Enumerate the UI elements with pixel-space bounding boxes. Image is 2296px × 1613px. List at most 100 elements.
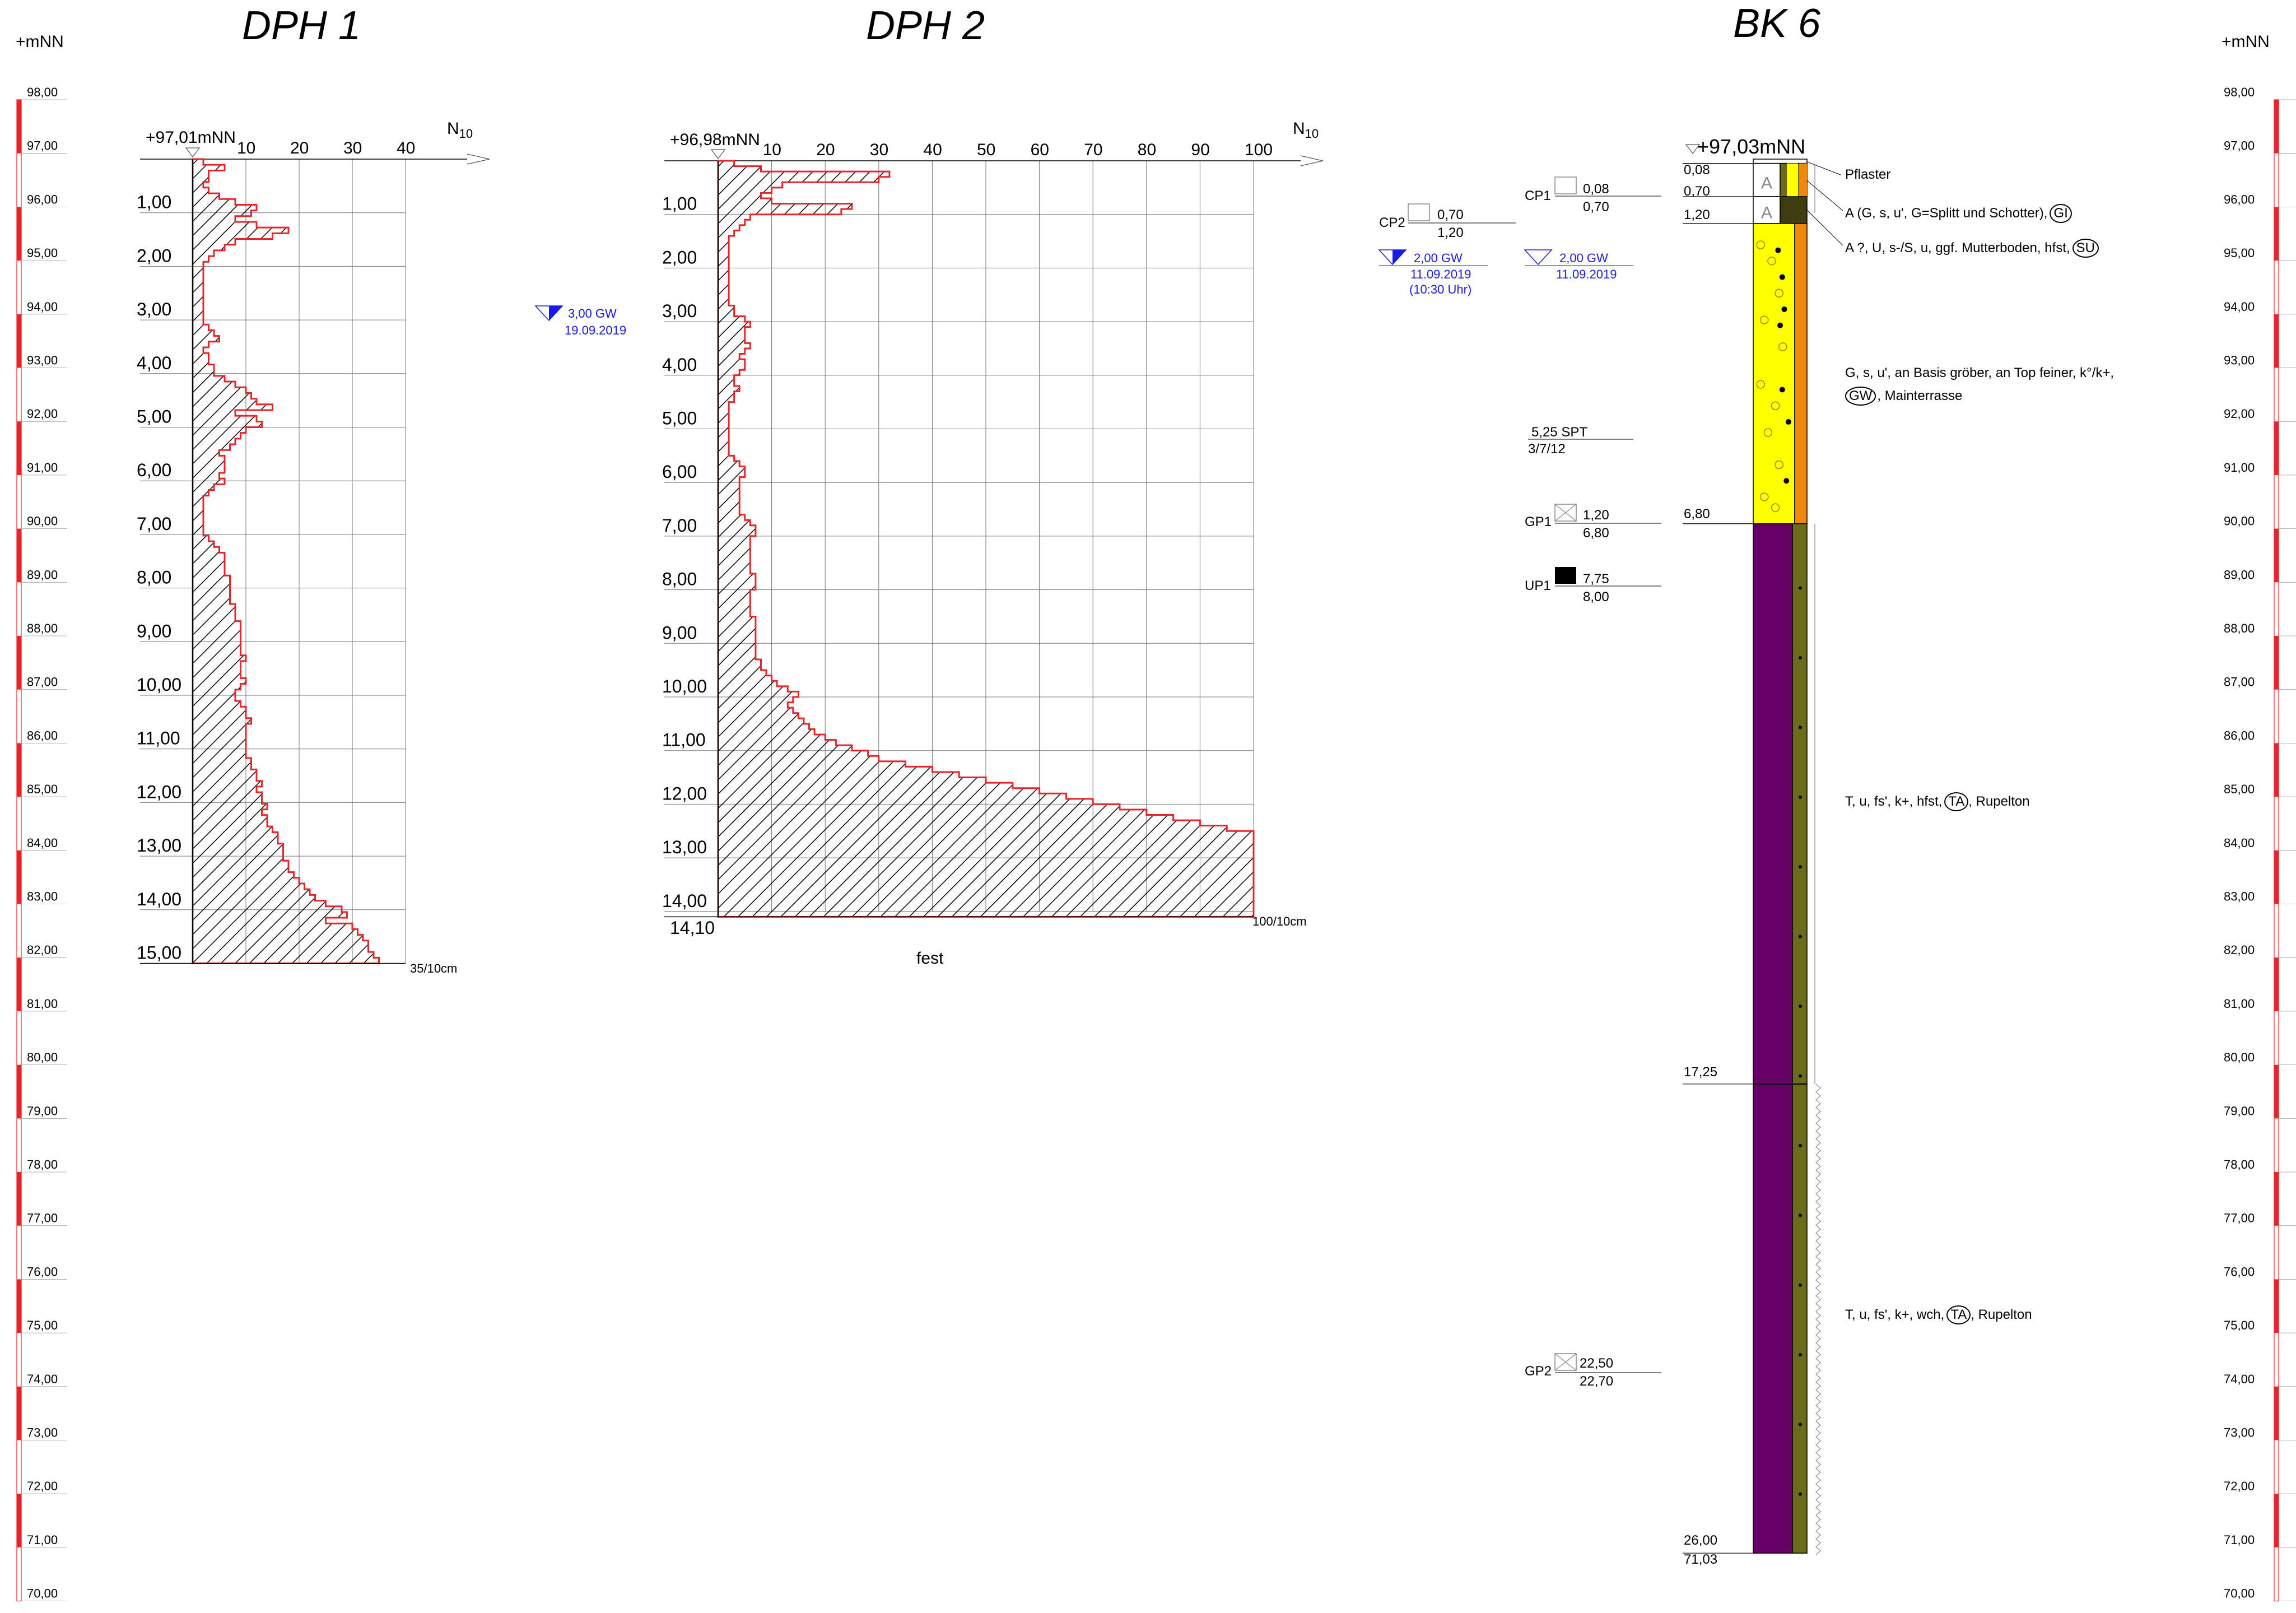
right-elevation-tick: 90,00 bbox=[2224, 514, 2255, 528]
left-elevation-tick: 90,00 bbox=[27, 514, 58, 528]
g-dph1-depth-tick: 12,00 bbox=[137, 782, 181, 802]
layer-depth-0: 0,08 bbox=[1684, 162, 1710, 178]
desc-layer-ta-2: T, u, fs', k+, wch, TA, Rupelton bbox=[1845, 1305, 2032, 1324]
bk6-fill-orange-1 bbox=[1799, 163, 1807, 197]
right-elevation-tick: 84,00 bbox=[2224, 836, 2255, 850]
left-elevation-tick: 84,00 bbox=[27, 836, 58, 850]
dph1-gw-level: 3,00 GW bbox=[568, 306, 617, 320]
right-scale-segment bbox=[2274, 1065, 2279, 1119]
bk6-leader-gi bbox=[1806, 180, 1843, 211]
right-scale-segment bbox=[2274, 957, 2279, 1011]
bottom-elevation: 71,03 bbox=[1684, 1552, 1718, 1567]
right-elevation-tick: 71,00 bbox=[2224, 1533, 2255, 1547]
g-dph2-hatched-profile bbox=[718, 161, 1254, 917]
sample-gp2-box-x2 bbox=[1554, 1353, 1577, 1371]
bk6-clay-dot bbox=[1799, 865, 1802, 869]
bk6-top-elevation: +97,03mNN bbox=[1697, 135, 1806, 158]
right-elevation-tick: 97,00 bbox=[2224, 139, 2255, 153]
left-scale-segment bbox=[17, 421, 21, 475]
dph2-axis-label: N10 bbox=[1293, 119, 1319, 141]
g-dph1-depth-tick: 13,00 bbox=[137, 835, 181, 856]
right-elevation-tick: 91,00 bbox=[2224, 461, 2255, 475]
right-elevation-tick: 88,00 bbox=[2224, 621, 2255, 635]
right-elevation-tick: 98,00 bbox=[2224, 85, 2255, 99]
right-elevation-tick: 93,00 bbox=[2224, 354, 2255, 368]
dph2-title: DPH 2 bbox=[866, 3, 985, 48]
bk6-clay-dot bbox=[1799, 1143, 1802, 1147]
g-dph2-axis-arrow bbox=[1300, 155, 1324, 166]
dph1-gw-fill bbox=[549, 306, 562, 320]
dph1-top-elevation: +97,01mNN bbox=[146, 128, 236, 147]
sample-cp2-name: CP2 bbox=[1379, 215, 1405, 230]
g-dph1-depth-tick: 14,00 bbox=[137, 889, 181, 909]
g-dph2-x-tick: 100 bbox=[1245, 141, 1273, 159]
bk6-clay-dot bbox=[1799, 1353, 1802, 1357]
left-elevation-tick: 76,00 bbox=[27, 1265, 58, 1279]
gw-cp1-marker bbox=[1524, 249, 1553, 266]
left-elevation-tick: 88,00 bbox=[27, 621, 58, 635]
sample-gp2-to: 22,70 bbox=[1580, 1374, 1614, 1389]
left-elevation-tick: 78,00 bbox=[27, 1158, 58, 1172]
bk6-clay-dot bbox=[1799, 795, 1802, 799]
sample-gp1-box-x2 bbox=[1554, 504, 1577, 522]
g-dph1-depth-tick: 3,00 bbox=[137, 299, 171, 319]
bk6-clay-dot bbox=[1799, 656, 1802, 660]
sample-gp1-to: 6,80 bbox=[1583, 526, 1609, 541]
g-dph1-depth-tick: 11,00 bbox=[137, 728, 180, 749]
left-elevation-tick: 94,00 bbox=[27, 300, 58, 314]
left-scale-segment bbox=[17, 1279, 21, 1333]
left-elevation-tick: 91,00 bbox=[27, 461, 58, 475]
right-scale-segment bbox=[2274, 1494, 2279, 1547]
bk6-gravel-dot bbox=[1783, 478, 1790, 484]
desc-layer-gw-1: G, s, u', an Basis gröber, an Top feiner… bbox=[1845, 365, 2114, 380]
right-elevation-tick: 72,00 bbox=[2224, 1479, 2255, 1493]
left-elevation-tick: 92,00 bbox=[27, 407, 58, 421]
g-dph1-depth-tick: 8,00 bbox=[137, 568, 171, 588]
g-dph2-depth-tick: 11,00 bbox=[662, 730, 706, 750]
left-elevation-tick: 96,00 bbox=[27, 192, 58, 206]
spt-label: 5,25 SPT bbox=[1531, 425, 1588, 440]
left-elevation-tick: 73,00 bbox=[27, 1426, 58, 1440]
right-scale-segment bbox=[2274, 207, 2279, 261]
gw-cp2-level: 2,00 GW bbox=[1414, 251, 1463, 265]
bk6-leader-su bbox=[1806, 210, 1843, 246]
g-dph1-depth-tick: 10,00 bbox=[137, 675, 181, 695]
right-elevation-tick: 82,00 bbox=[2224, 943, 2255, 957]
left-elevation-tick: 89,00 bbox=[27, 568, 58, 582]
bk6-gravel-symbol bbox=[1760, 315, 1769, 324]
dph2-end-word: fest bbox=[916, 949, 944, 968]
left-scale-segment bbox=[17, 636, 21, 690]
right-elevation-tick: 74,00 bbox=[2224, 1372, 2255, 1386]
bk6-gravel-symbol bbox=[1756, 380, 1765, 389]
left-elevation-tick: 98,00 bbox=[27, 85, 58, 99]
g-dph2-depth-tick: 8,00 bbox=[662, 569, 697, 589]
gw-cp2-date: 11.09.2019 bbox=[1410, 267, 1471, 281]
bk6-gravel-dot bbox=[1779, 274, 1785, 280]
bk6-clay-dot bbox=[1799, 586, 1802, 590]
sample-cp2-box bbox=[1408, 203, 1430, 221]
right-elevation-tick: 80,00 bbox=[2224, 1050, 2255, 1065]
gw-cp1-date: 11.09.2019 bbox=[1556, 267, 1617, 281]
sample-cp2-to: 1,20 bbox=[1437, 225, 1464, 240]
bk6-title: BK 6 bbox=[1733, 1, 1821, 46]
gw-cp2-fill bbox=[1392, 250, 1406, 264]
left-scale-segment bbox=[17, 528, 21, 583]
sample-gp1-name: GP1 bbox=[1525, 514, 1552, 529]
left-scale-segment bbox=[17, 100, 21, 154]
desc-layer-su: A ?, U, s-/S, u, ggf. Mutterboden, hfst,… bbox=[1845, 239, 2099, 258]
sample-gp1-from: 1,20 bbox=[1583, 508, 1609, 523]
left-elevation-tick: 97,00 bbox=[27, 139, 58, 153]
right-elevation-tick: 94,00 bbox=[2224, 300, 2255, 314]
dph2-end-depth: 14,10 bbox=[670, 918, 715, 938]
right-elevation-tick: 79,00 bbox=[2224, 1104, 2255, 1118]
right-elevation-tick: 77,00 bbox=[2224, 1211, 2255, 1225]
left-scale-segment bbox=[17, 850, 21, 904]
sample-up1-from: 7,75 bbox=[1583, 571, 1609, 587]
left-elevation-tick: 81,00 bbox=[27, 997, 58, 1011]
bk6-clay-dot bbox=[1799, 1492, 1802, 1496]
sample-up1-box bbox=[1555, 567, 1576, 584]
g-dph1-x-tick: 40 bbox=[397, 139, 415, 157]
right-elevation-tick: 95,00 bbox=[2224, 246, 2255, 260]
right-elevation-tick: 81,00 bbox=[2224, 997, 2255, 1011]
